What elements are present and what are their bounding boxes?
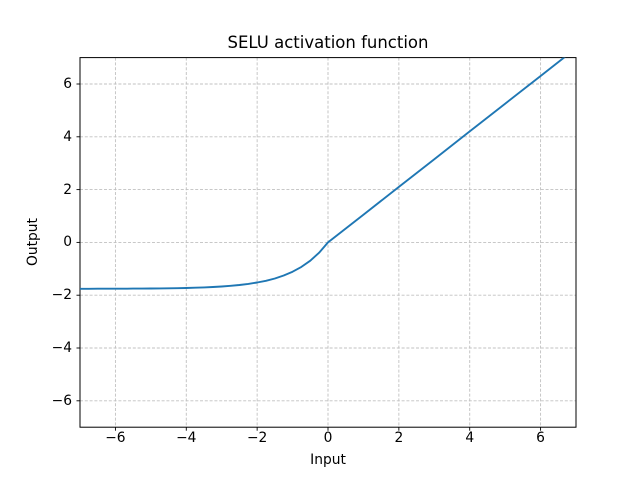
y-tick-label: 2 [63,181,72,198]
y-tick-label: 6 [63,76,72,92]
x-tick-label: −6 [105,430,126,446]
x-tick-label: 6 [536,430,545,446]
x-tick-label: 4 [465,430,475,446]
y-tick-label: 4 [63,128,72,145]
x-tick-label: 0 [323,430,333,446]
x-tick-label: −4 [176,430,197,446]
x-tick-label: 2 [394,430,404,446]
y-tick-label: −2 [51,287,72,304]
selu-curve [80,57,566,290]
tick-marks [76,83,542,431]
y-tick-label: 0 [63,234,72,251]
x-axis-label: Input [310,452,346,468]
chart-title: SELU activation function [227,33,429,52]
x-tick-label: −2 [246,430,268,446]
y-tick-label: −6 [51,392,72,409]
plot-border [79,57,577,428]
y-tick-label: −4 [51,340,72,356]
